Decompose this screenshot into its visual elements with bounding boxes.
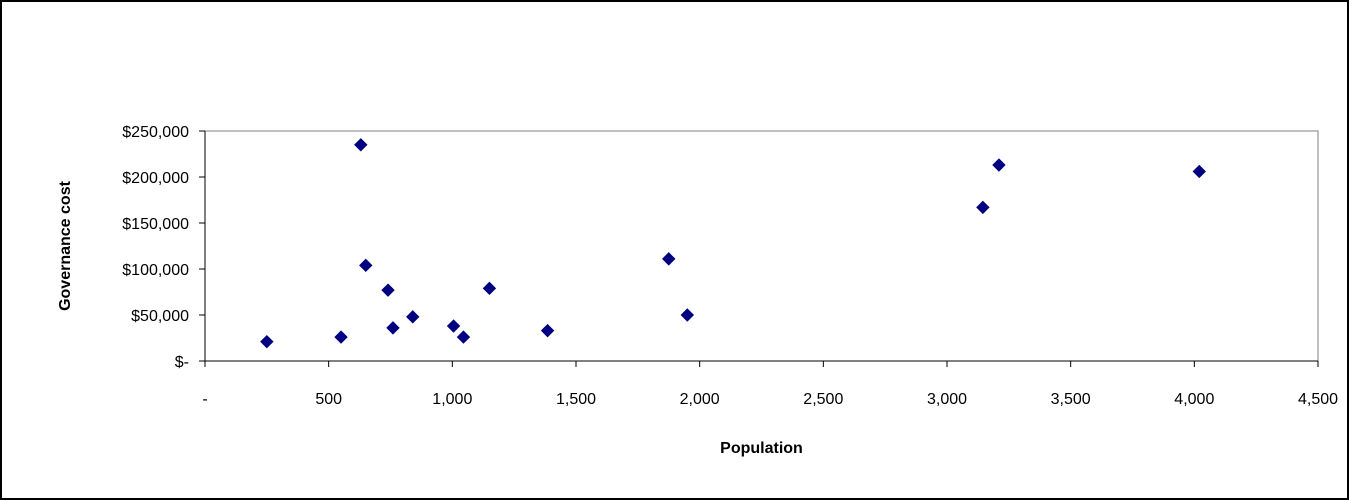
y-axis-ticks: $- $50,000 $100,000 $150,000 $200,000 $250,00… [122, 124, 205, 371]
data-points [260, 138, 1206, 349]
data-point [386, 321, 400, 335]
x-tick-label: 2,500 [803, 391, 843, 408]
x-tick-label: 1,000 [432, 391, 472, 408]
data-point [446, 319, 461, 333]
plot-border [204, 130, 1319, 362]
y-tick-label: $100,000 [122, 262, 189, 279]
data-point [354, 138, 368, 152]
data-point [482, 281, 497, 296]
x-tick-label: 4,500 [1298, 391, 1338, 408]
x-tick-label: - [202, 391, 207, 408]
x-tick-label: 2,000 [680, 391, 720, 408]
y-axis-title: Governance cost [57, 180, 74, 311]
data-point [359, 258, 373, 273]
x-axis-title: Population [720, 440, 803, 457]
data-point [976, 200, 990, 215]
y-tick-label: $50,000 [131, 308, 189, 325]
x-tick-label: 3,000 [927, 391, 967, 408]
y-tick-label: $200,000 [122, 170, 189, 187]
data-point [456, 330, 471, 344]
y-tick-label: $250,000 [122, 124, 189, 141]
x-tick-label: 500 [315, 391, 342, 408]
data-point [680, 308, 695, 322]
data-point [992, 158, 1006, 172]
data-point [1192, 164, 1206, 179]
plot-area [204, 130, 1319, 362]
data-point [334, 330, 348, 344]
data-point [662, 252, 676, 266]
data-point [381, 283, 395, 297]
x-tick-label: 1,500 [556, 391, 596, 408]
x-tick-label: 4,000 [1174, 391, 1214, 408]
data-point [406, 310, 420, 324]
y-tick-label: $- [175, 354, 189, 371]
data-point [260, 334, 274, 349]
x-tick-label: 3,500 [1051, 391, 1091, 408]
x-axis-ticks: - 500 1,000 1,500 2,000 2,500 3,000 3,500 4,000 4… [202, 361, 1338, 408]
data-point [540, 323, 555, 338]
y-tick-label: $150,000 [122, 216, 189, 233]
